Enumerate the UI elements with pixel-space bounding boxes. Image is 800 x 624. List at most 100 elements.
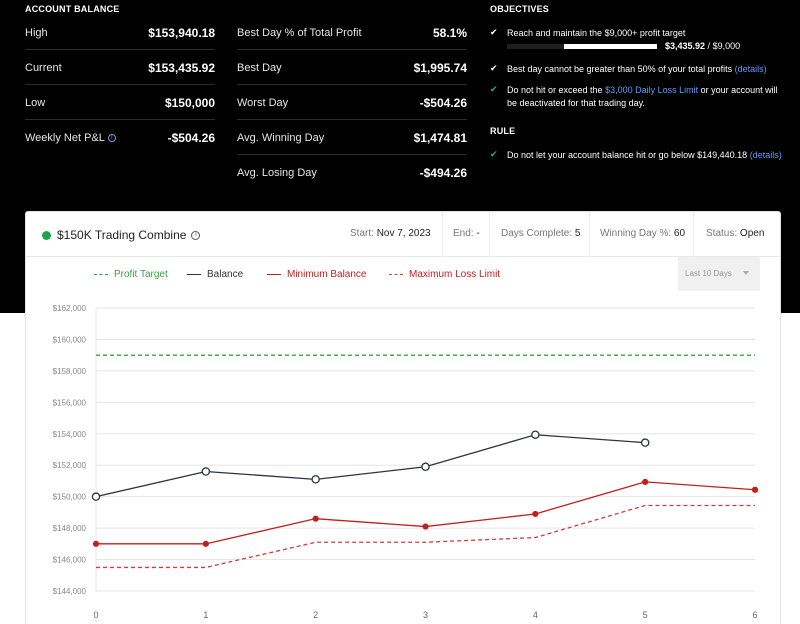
legend-label: Minimum Balance [287,269,367,280]
objective-text-wrap: Do not hit or exceed the $3,000 Daily Lo… [507,84,790,110]
chart-axes: $144,000 $146,000 $148,000 $150,000 $152,000… [53,304,758,620]
x-tick-label: 5 [643,610,648,620]
data-point-balance [531,430,540,439]
stat-avg-winning-day: Avg. Winning Day $1,474.81 [237,121,467,155]
meta-label: Winning Day %: [600,228,672,239]
check-icon: ✔ [490,64,498,74]
data-point-minimum-balance [751,486,759,493]
stat-value: $153,435.92 [148,60,215,75]
stat-value: $150,000 [164,95,215,110]
info-icon[interactable]: i [107,134,116,143]
series-line-balance [95,434,646,498]
stat-best-day: Best Day $1,995.74 [237,51,467,85]
stat-value: $153,940.18 [148,25,215,40]
objective-best-day: ✔ Best day cannot be greater than 50% of… [490,63,790,76]
stat-value: $1,474.81 [413,130,467,145]
y-tick-label: $144,000 [53,587,87,596]
stat-label: Current [25,61,62,74]
stat-label: Best Day [237,61,282,74]
divider [489,212,490,257]
legend-swatch [267,274,281,275]
stat-label: Low [25,96,46,109]
data-point-minimum-balance [202,540,209,547]
data-point-balance [640,438,650,447]
meta-value: Nov 7, 2023 [376,228,431,239]
stat-worst-day: Worst Day -$504.26 [237,86,467,120]
date-range-select[interactable]: Last 10 Days [678,257,760,291]
x-tick-label: 6 [752,610,757,620]
divider [693,212,694,257]
account-balance-title: ACCOUNT BALANCE [25,4,120,14]
y-tick-label: $154,000 [53,430,87,439]
legend-balance[interactable]: Balance [187,269,243,280]
check-icon: ✔ [490,85,498,95]
combine-title: $150K Trading Combine i [42,228,201,242]
stat-value: -$504.26 [419,95,467,110]
legend-swatch [187,274,201,275]
stat-avg-losing-day: Avg. Losing Day -$494.26 [237,156,467,190]
legend-minimum-balance[interactable]: Minimum Balance [267,269,366,280]
stat-label-wrap: Weekly Net P&L i [25,132,116,144]
y-tick-label: $152,000 [53,461,87,470]
y-tick-label: $150,000 [53,493,87,502]
check-icon: ✔ [490,28,498,38]
data-point-minimum-balance [92,540,100,547]
progress-current: $3,435.92 [665,41,706,51]
balance-line-chart: $144,000 $146,000 $148,000 $150,000 $152,000… [53,304,759,620]
x-tick-label: 4 [533,610,538,620]
stat-label: High [25,26,48,39]
x-tick-label: 1 [203,610,208,620]
meta-label: End: [453,228,474,239]
objective-text: Do not hit or exceed the [507,85,603,95]
y-tick-label: $158,000 [53,367,87,376]
meta-label: Status: [706,228,738,239]
card-header: $150K Trading Combine i Start: Nov 7, 20… [26,212,780,257]
meta-value: 60 [673,228,686,239]
legend-label: Balance [207,269,244,280]
profit-progress-bar [507,44,657,49]
y-tick-label: $156,000 [53,398,87,407]
combine-chart-card: $150K Trading Combine i Start: Nov 7, 20… [25,211,781,624]
objectives-title: OBJECTIVES [490,4,550,14]
rule-text-wrap: Do not let your account balance hit or g… [507,149,790,162]
progress-fill [507,44,565,49]
progress-value: $3,435.92 / $9,000 [665,41,741,51]
divider [442,212,443,257]
stat-high: High $153,940.18 [25,16,215,50]
legend-label: Profit Target [114,269,168,280]
legend-maximum-loss-limit[interactable]: Maximum Loss Limit [389,269,500,280]
stat-label: Avg. Winning Day [237,131,325,144]
date-range-value: Last 10 Days [685,269,732,278]
daily-loss-limit-link[interactable]: $3,000 Daily Loss Limit [605,85,699,95]
info-icon[interactable]: i [191,230,201,240]
meta-label: Start: [350,228,374,239]
meta-days-complete: Days Complete: 5 [501,228,580,239]
legend-profit-target[interactable]: Profit Target [94,269,168,280]
chart-series [91,354,759,569]
data-point-minimum-balance [312,515,319,522]
stat-current: Current $153,435.92 [25,51,215,85]
details-link[interactable]: (details) [749,150,782,160]
objective-text: Reach and maintain the $9,000+ profit ta… [507,28,686,38]
meta-end: End: - [453,228,480,239]
x-tick-label: 0 [93,610,98,620]
data-point-minimum-balance [422,523,429,530]
divider [589,212,590,257]
stat-label: Weekly Net P&L [25,132,105,144]
y-tick-label: $160,000 [53,335,87,344]
y-tick-label: $146,000 [53,556,87,565]
meta-label: Days Complete: [501,228,573,239]
series-line-minimum-balance [96,481,756,545]
details-link[interactable]: (details) [734,64,767,74]
rule-title: RULE [490,126,516,136]
series-line-maximum-loss-limit [96,504,755,569]
rule-balance: ✔ Do not let your account balance hit or… [490,149,790,162]
check-icon: ✔ [490,150,498,160]
legend-swatch [389,274,403,275]
objective-text-wrap: Best day cannot be greater than 50% of y… [507,63,790,76]
legend-label: Maximum Loss Limit [409,269,501,280]
objective-daily-loss: ✔ Do not hit or exceed the $3,000 Daily … [490,84,790,110]
status-dot [42,230,51,240]
meta-value: 5 [574,228,581,239]
data-point-balance [201,467,211,476]
